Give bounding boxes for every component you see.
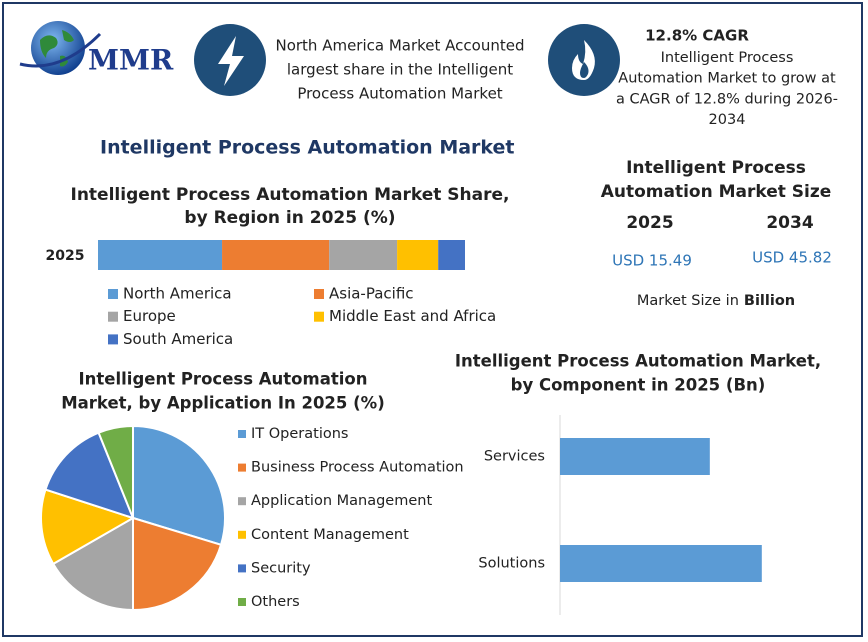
bar-segment [222,240,330,270]
bar-segment [329,240,398,270]
callout-text: North America Market Accounted [275,37,524,55]
size-value: USD 45.82 [752,249,832,267]
logo-text: MMR [88,44,174,77]
cagr-text: 2034 [709,112,746,128]
category-label: 2025 [46,248,85,264]
legend-label: Business Process Automation [251,460,464,476]
legend-label: Others [251,594,300,610]
legend-swatch [108,334,118,345]
legend-swatch [238,463,246,472]
size-year: 2025 [626,213,673,233]
legend-label: Content Management [251,527,409,543]
legend-label: Europe [123,307,176,325]
icon-flame [548,24,620,96]
chart-title: by Component in 2025 (Bn) [511,376,766,395]
size-title: Intelligent Process [626,158,806,178]
flame [572,40,595,80]
legend-label: Security [251,560,311,576]
legend-label: North America [123,285,232,303]
bolt [218,36,244,86]
cagr-text: Intelligent Process [661,50,794,66]
legend-swatch [314,311,324,322]
legend-label: Middle East and Africa [329,307,496,325]
legend-swatch [108,289,118,299]
legend-label: IT Operations [251,426,348,442]
legend-label: Application Management [251,493,432,509]
chart-title: by Region in 2025 (%) [184,208,395,228]
cagr-text: Automation Market to grow at [618,71,836,87]
cagr-text: a CAGR of 12.8% during 2026- [616,91,838,107]
bar-segment [438,240,465,270]
legend-swatch [238,598,246,606]
legend-swatch [238,564,246,573]
size-note-unit: Billion [744,293,795,309]
chart-title: Intelligent Process Automation Market, [455,352,821,371]
size-year: 2034 [766,213,813,233]
category-label: Solutions [478,556,545,572]
bar-segment [397,240,439,270]
chart-title: Market, by Application In 2025 (%) [61,394,385,413]
size-title: Automation Market Size [601,182,832,202]
size-note-text: Market Size in [637,293,739,309]
legend-swatch [238,497,246,506]
category-label: Services [484,449,545,465]
legend-label: Asia-Pacific [329,285,414,303]
pie-slice [132,424,226,547]
legend-swatch [108,311,118,322]
pie-slice [40,488,136,566]
bar [560,545,762,582]
logo: MMR [19,21,174,77]
pie-slice [51,516,134,612]
chart-title: Intelligent Process Automation Market Sh… [71,185,510,205]
cagr-title: 12.8% CAGR [645,27,749,45]
legend-swatch [314,289,324,299]
bar-segment [98,240,223,270]
pie-slice [44,431,135,520]
legend-swatch [238,430,246,438]
size-value: USD 15.49 [612,252,692,270]
legend-label: South America [123,330,233,348]
size-note: Market Size in Billion [637,293,795,309]
callout-text: largest share in the Intelligent [287,61,513,79]
bar [560,438,710,475]
legend-swatch [238,530,246,539]
pie-slice [132,516,223,612]
callout-text: Process Automation Market [297,85,502,103]
chart-title: Intelligent Process Automation [79,370,368,389]
main-title: Intelligent Process Automation Market [100,137,515,159]
pie-slice [97,424,134,519]
